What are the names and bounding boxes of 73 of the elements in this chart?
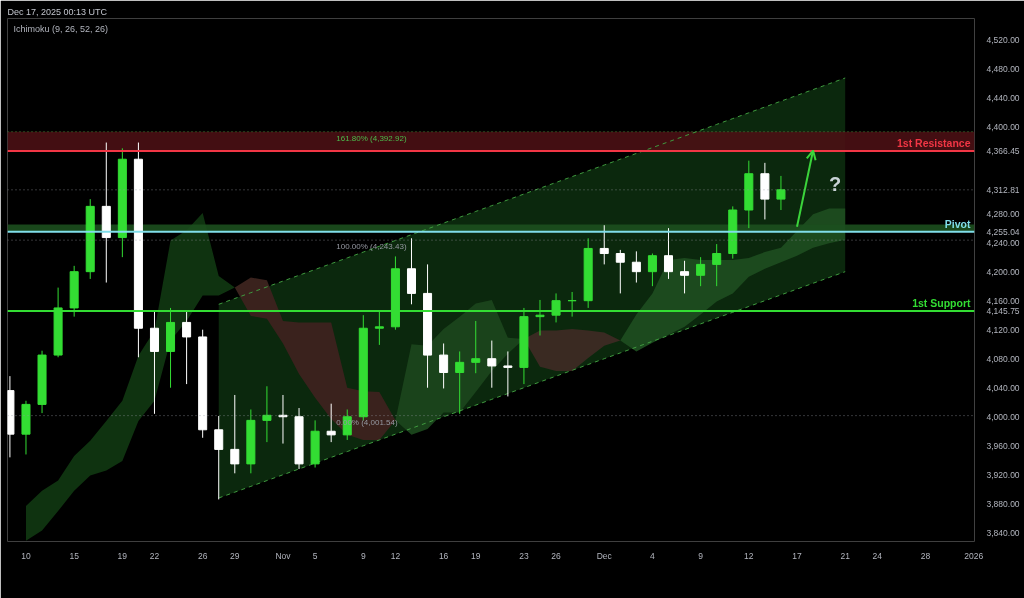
- annotation: ?: [828, 172, 842, 195]
- candlestick: [696, 256, 706, 287]
- candlestick: [326, 403, 336, 443]
- x-tick-label: 2026: [964, 550, 984, 561]
- x-tick-label: 15: [69, 550, 80, 561]
- x-tick-label: 17: [792, 550, 802, 561]
- y-tick-label: 4,200.00: [986, 266, 1020, 277]
- line-series: [218, 271, 846, 499]
- ref-line-label: 1st Support: [912, 297, 971, 310]
- x-tick-label: 12: [744, 550, 754, 561]
- y-tick-label: 4,145.75: [986, 306, 1020, 317]
- x-tick-label: 28: [920, 550, 931, 561]
- x-tick-label: Nov: [275, 550, 292, 561]
- candlestick: [471, 320, 481, 374]
- annotation: Ichimoku (9, 26, 52, 26): [13, 23, 109, 34]
- candlestick: [599, 224, 609, 265]
- x-tick-label: 26: [551, 550, 562, 561]
- candlestick: [230, 394, 240, 474]
- ref-line-label: 161.80% (4,392.92): [336, 133, 407, 143]
- y-tick-label: 4,440.00: [986, 92, 1020, 103]
- y-tick-label: 3,840.00: [986, 527, 1020, 538]
- y-tick-label: 4,280.00: [986, 208, 1020, 219]
- y-tick-label: 4,312.81: [986, 184, 1020, 195]
- y-tick-label: 4,255.04: [986, 226, 1020, 237]
- candlestick: [615, 249, 625, 294]
- line-series: [218, 77, 846, 305]
- candlestick: [503, 350, 513, 397]
- x-tick-label: 16: [438, 550, 449, 561]
- candlestick: [182, 311, 192, 385]
- x-tick-label: 21: [840, 550, 851, 561]
- candlestick: [631, 250, 641, 284]
- candlestick: [262, 385, 272, 443]
- x-tick-label: 9: [698, 550, 704, 561]
- candlestick: [214, 415, 224, 500]
- x-tick-label: 12: [390, 550, 401, 561]
- y-tick-label: 4,520.00: [986, 34, 1020, 45]
- candlestick: [680, 260, 690, 294]
- y-tick-label: 4,240.00: [986, 237, 1020, 248]
- ref-line-label: 100.00% (4,243.43): [336, 242, 407, 252]
- x-tick-label: 29: [230, 550, 240, 561]
- candlestick: [439, 342, 449, 389]
- x-tick-label: 19: [117, 550, 128, 561]
- x-tick-label: 22: [149, 550, 160, 561]
- y-tick-label: 4,080.00: [986, 353, 1020, 364]
- y-tick-label: 4,040.00: [986, 382, 1020, 393]
- candlestick: [776, 175, 786, 211]
- x-tick-label: Dec: [596, 550, 613, 561]
- candlestick: [487, 340, 497, 389]
- candlestick: [455, 350, 465, 415]
- x-tick-label: 4: [650, 550, 656, 561]
- y-tick-label: 4,160.00: [986, 295, 1020, 306]
- candlestick: [712, 243, 722, 287]
- x-tick-label: 26: [197, 550, 208, 561]
- y-tick-label: 4,120.00: [986, 324, 1020, 335]
- x-tick-label: 24: [872, 550, 883, 561]
- candlestick: [149, 310, 159, 415]
- ref-line-label: Pivot: [944, 217, 971, 230]
- y-tick-label: 4,400.00: [986, 121, 1020, 132]
- y-tick-label: 4,480.00: [986, 63, 1020, 74]
- chart-title: Dec 17, 2025 00:13 UTC: [7, 7, 108, 17]
- y-tick-label: 3,960.00: [986, 440, 1020, 451]
- candlestick: [663, 227, 674, 280]
- y-tick-label: 3,880.00: [986, 498, 1020, 509]
- x-tick-label: 5: [312, 550, 318, 561]
- y-tick-label: 4,000.00: [986, 411, 1020, 422]
- y-tick-label: 4,366.45: [986, 145, 1020, 156]
- x-tick-label: 10: [21, 550, 31, 561]
- y-tick-label: 3,920.00: [986, 469, 1020, 480]
- x-tick-label: 23: [519, 550, 529, 561]
- x-tick-label: 19: [471, 550, 481, 561]
- x-tick-label: 9: [360, 550, 366, 561]
- ref-line-label: 1st Resistance: [896, 136, 971, 149]
- candlestick: [647, 253, 657, 287]
